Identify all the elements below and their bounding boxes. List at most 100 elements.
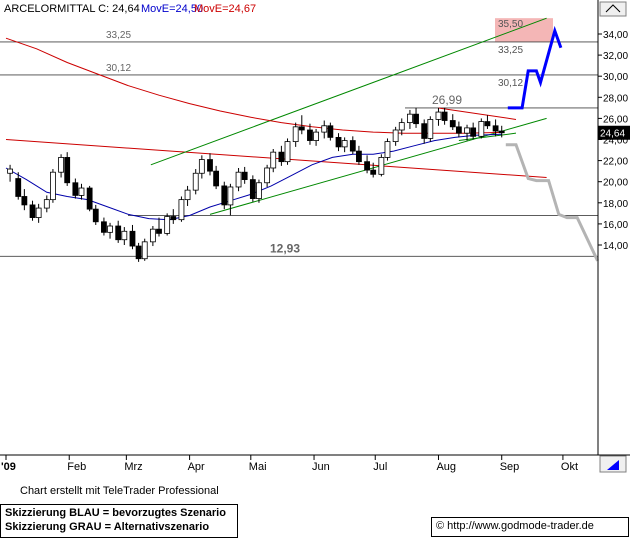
candle-body <box>407 113 413 124</box>
candle-body <box>435 111 442 120</box>
candle-47 <box>341 137 348 153</box>
candle-39 <box>284 138 291 165</box>
scenario-sketches <box>505 25 599 262</box>
candle-17 <box>129 224 136 250</box>
candle-57 <box>413 107 419 128</box>
candle-35 <box>256 179 262 203</box>
candle-26 <box>192 169 199 195</box>
website-link[interactable]: © http://www.godmode-trader.de <box>431 517 629 537</box>
price-tick-label-2: 30,00 <box>603 72 628 83</box>
time-tick-label-0: '09 <box>1 461 16 473</box>
candle-body <box>492 125 499 132</box>
candle-body <box>207 159 213 172</box>
price-tick-label-3: 28,00 <box>603 93 628 104</box>
target-zone: 35,50 <box>495 18 553 42</box>
candle-body <box>221 185 228 206</box>
candle-12 <box>92 204 99 225</box>
candle-body <box>235 171 242 188</box>
scroll-right-button[interactable] <box>599 455 627 473</box>
last-price-badge-text: 24,64 <box>600 129 625 140</box>
candle-body <box>378 157 385 175</box>
candle-body <box>184 189 191 201</box>
website-label: © http://www.godmode-trader.de <box>436 520 594 532</box>
chart-title: ARCELORMITTAL C: 24,64 <box>4 3 140 15</box>
candle-body <box>370 169 377 175</box>
candle-68 <box>492 119 499 137</box>
time-tick-label-7: Aug <box>436 461 456 473</box>
candle-55 <box>398 118 405 136</box>
candle-body <box>356 150 362 163</box>
chart-credit: Chart erstellt mit TeleTrader Profession… <box>20 485 219 497</box>
candle-5 <box>43 195 50 213</box>
trend-line-channel-top <box>150 17 547 166</box>
candle-body <box>170 216 177 221</box>
candle-18 <box>135 242 142 262</box>
candle-body <box>64 157 71 184</box>
candle-body <box>164 216 171 234</box>
candle-body <box>192 172 199 191</box>
candle-14 <box>107 222 113 239</box>
candle-body <box>335 136 342 148</box>
candle-49 <box>356 145 362 165</box>
candle-6 <box>50 169 56 203</box>
candle-30 <box>221 181 228 210</box>
grey-scenario-path <box>505 143 599 262</box>
candle-3 <box>29 200 36 221</box>
candle-40 <box>292 122 299 147</box>
price-tick-label-8: 18,00 <box>603 199 628 210</box>
candle-body <box>478 121 485 137</box>
candle-body <box>256 182 262 199</box>
scroll-up-button[interactable] <box>599 1 627 17</box>
candle-body <box>264 167 271 184</box>
candle-body <box>464 127 470 134</box>
candle-52 <box>378 154 385 177</box>
candle-body <box>364 161 370 171</box>
candle-body <box>284 141 291 163</box>
candle-body <box>249 179 256 199</box>
candle-24 <box>178 196 185 222</box>
candle-44 <box>321 120 328 139</box>
target-zone-box <box>495 18 553 42</box>
candle-20 <box>149 226 156 247</box>
price-tick-label-4: 26,00 <box>603 114 628 125</box>
candle-56 <box>407 109 413 129</box>
candle-body <box>107 225 113 233</box>
candle-25 <box>184 185 191 206</box>
candle-body <box>441 111 448 121</box>
candle-1 <box>15 172 22 200</box>
trend-line-triangle-top <box>438 107 517 120</box>
candle-body <box>321 125 328 133</box>
time-tick-label-8: Sep <box>500 461 520 473</box>
candle-body <box>392 129 399 143</box>
blue-scenario-path <box>507 25 563 110</box>
candle-body <box>341 140 348 148</box>
candle-body <box>292 126 299 143</box>
candle-body <box>129 230 136 247</box>
candle-59 <box>427 116 434 142</box>
level-label-0: 33,25 <box>106 30 131 41</box>
candle-body <box>313 131 319 141</box>
right-level-label-0: 33,25 <box>498 45 523 56</box>
price-tick-label-7: 20,00 <box>603 178 628 189</box>
candle-body <box>470 127 477 137</box>
candle-body <box>307 129 313 141</box>
candle-body <box>15 178 22 197</box>
right-level-label-1: 30,12 <box>498 78 523 89</box>
candle-body <box>327 125 334 138</box>
trend-line-resistance <box>5 139 547 178</box>
header-background <box>0 0 258 15</box>
candle-28 <box>207 153 213 176</box>
candle-body <box>43 199 50 209</box>
candle-32 <box>235 167 242 192</box>
candle-46 <box>335 133 342 152</box>
candle-63 <box>455 121 462 138</box>
candle-8 <box>64 152 71 186</box>
chart-background <box>0 0 630 480</box>
candlesticks <box>7 107 505 262</box>
axes: 34,00 32,00 30,00 28,00 26,00 24,00 22,00 20,00… <box>0 0 630 473</box>
ma-long-label: MovE=24,67 <box>194 3 256 15</box>
candle-22 <box>164 213 171 236</box>
candle-body <box>92 208 99 223</box>
scroll-up-icon <box>605 4 621 13</box>
candle-body <box>101 221 107 233</box>
